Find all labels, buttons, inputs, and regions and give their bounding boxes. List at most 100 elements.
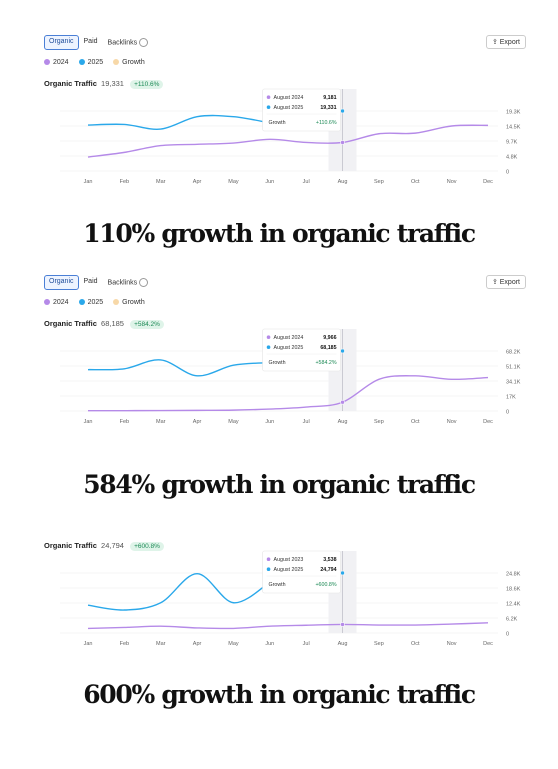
growth-badge: +110.6%: [130, 80, 164, 89]
x-tick-label: Apr: [193, 419, 202, 425]
tab-backlinks-label: Backlinks: [107, 39, 138, 47]
x-tick-label: May: [228, 419, 239, 425]
metric-heading: Organic Traffic 68,185 +584.2%: [44, 319, 164, 329]
series-line: [87, 359, 270, 377]
tooltip-value: 9,966: [323, 335, 336, 341]
tooltip: August 2024 9,966 August 2025 68,185 Growth +…: [262, 328, 341, 372]
y-tick-label: 18.6K: [506, 587, 521, 593]
tab-bar: Organic Paid Backlinks: [44, 275, 153, 290]
tooltip-value: 9,181: [323, 95, 336, 101]
x-tick-label: Feb: [120, 179, 129, 185]
x-tick-label: Feb: [120, 641, 129, 647]
tab-organic[interactable]: Organic: [44, 35, 79, 50]
chart-panel-1: Organic Paid Backlinks ⇪ Export 2024 202…: [36, 31, 530, 191]
x-tick-label: Oct: [411, 179, 420, 185]
metric-value: 68,185: [101, 319, 124, 328]
y-tick-label: 6.2K: [506, 617, 518, 623]
chart-panel-2: Organic Paid Backlinks ⇪ Export 2024 202…: [36, 271, 530, 431]
export-label: Export: [499, 39, 520, 46]
series-line: [87, 124, 489, 158]
tooltip-value: 68,185: [320, 345, 336, 351]
legend-item-growth[interactable]: Growth: [113, 299, 145, 306]
metric-label: Organic Traffic: [44, 319, 97, 328]
tooltip-box: [262, 88, 341, 132]
legend-item-b[interactable]: 2025: [78, 59, 103, 66]
x-tick-label: Jun: [265, 641, 274, 647]
tooltip-growth-label: Growth: [269, 360, 286, 366]
series-point: [340, 622, 345, 627]
tab-paid[interactable]: Paid: [83, 38, 98, 45]
tooltip-dot-icon: [266, 557, 271, 561]
y-tick-label: 17K: [506, 395, 516, 401]
x-tick-label: Nov: [447, 641, 457, 647]
x-tick-label: Apr: [193, 179, 202, 185]
metric-label: Organic Traffic: [44, 79, 97, 88]
tooltip-dot-icon: [266, 105, 271, 109]
x-tick-label: Dec: [483, 179, 493, 185]
backlinks-icon: [139, 38, 149, 47]
export-icon: ⇪: [491, 279, 498, 286]
x-tick-label: Feb: [120, 419, 129, 425]
x-tick-label: Jan: [84, 179, 93, 185]
tooltip-growth-value: +600.8%: [315, 582, 336, 588]
backlinks-icon: [139, 278, 149, 287]
legend-dot-icon: [44, 299, 50, 306]
x-tick-label: Jan: [84, 641, 93, 647]
tab-paid[interactable]: Paid: [83, 278, 98, 285]
tooltip: August 2023 3,538 August 2025 24,794 Growth +…: [262, 550, 341, 594]
tab-backlinks[interactable]: Backlinks: [103, 35, 154, 50]
x-tick-label: Dec: [483, 641, 493, 647]
legend-dot-icon: [113, 299, 120, 306]
x-tick-label: May: [228, 179, 239, 185]
y-tick-label: 51.1K: [506, 365, 521, 371]
series-point: [340, 348, 345, 354]
export-icon: ⇪: [491, 39, 498, 46]
y-tick-label: 14.5K: [506, 125, 521, 131]
tab-organic[interactable]: Organic: [44, 275, 79, 290]
caption: 600% growth in organic traffic: [83, 680, 476, 709]
tooltip-value: 24,794: [320, 567, 336, 573]
legend: 2024 2025 Growth: [44, 59, 145, 66]
legend-label: Growth: [122, 299, 145, 306]
x-tick-label: Nov: [447, 419, 457, 425]
x-tick-label: Sep: [374, 419, 384, 425]
series-point: [340, 399, 345, 405]
legend-item-a[interactable]: 2024: [44, 59, 69, 66]
tooltip-label: August 2025: [274, 567, 304, 573]
series-point: [340, 140, 345, 145]
tab-backlinks[interactable]: Backlinks: [103, 275, 154, 290]
caption: 110% growth in organic traffic: [83, 219, 476, 248]
tooltip-dot-icon: [266, 335, 271, 339]
x-tick-label: Jun: [265, 179, 274, 185]
x-tick-label: Sep: [374, 179, 384, 185]
tooltip-value: 19,331: [320, 105, 336, 111]
export-button[interactable]: ⇪ Export: [485, 35, 526, 49]
series-line: [87, 375, 489, 412]
tooltip-label: August 2024: [274, 95, 304, 101]
x-tick-label: May: [228, 641, 239, 647]
x-tick-label: Oct: [411, 641, 420, 647]
x-tick-label: Jan: [84, 419, 93, 425]
x-tick-label: Aug: [338, 179, 348, 185]
line-chart: 19.3K 14.5K 9.7K 4.8K 0 Jan Feb Mar Apr May Jun Jul…: [60, 88, 521, 185]
y-tick-label: 19.3K: [506, 110, 521, 116]
metric-value: 24,794: [101, 541, 124, 550]
x-tick-label: Jul: [303, 419, 310, 425]
legend-item-a[interactable]: 2024: [44, 299, 69, 306]
x-tick-label: Nov: [447, 179, 457, 185]
x-tick-label: Mar: [156, 641, 166, 647]
tooltip-label: August 2024: [274, 335, 304, 341]
tooltip-dot-icon: [266, 95, 271, 99]
x-tick-label: Jun: [265, 419, 274, 425]
legend-item-growth[interactable]: Growth: [113, 59, 145, 66]
export-label: Export: [499, 279, 520, 286]
tooltip-label: August 2025: [274, 345, 304, 351]
legend-item-b[interactable]: 2025: [78, 299, 103, 306]
series-line: [87, 622, 489, 630]
x-tick-label: Jul: [303, 179, 310, 185]
tab-bar: Organic Paid Backlinks: [44, 35, 153, 50]
export-button[interactable]: ⇪ Export: [485, 275, 526, 289]
series-line: [87, 114, 270, 130]
series-point: [340, 570, 345, 576]
y-tick-label: 0: [506, 632, 509, 638]
